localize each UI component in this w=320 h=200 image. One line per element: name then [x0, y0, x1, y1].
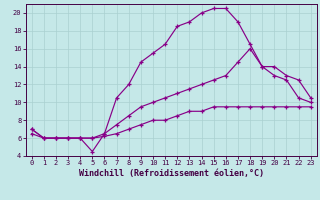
X-axis label: Windchill (Refroidissement éolien,°C): Windchill (Refroidissement éolien,°C)	[79, 169, 264, 178]
